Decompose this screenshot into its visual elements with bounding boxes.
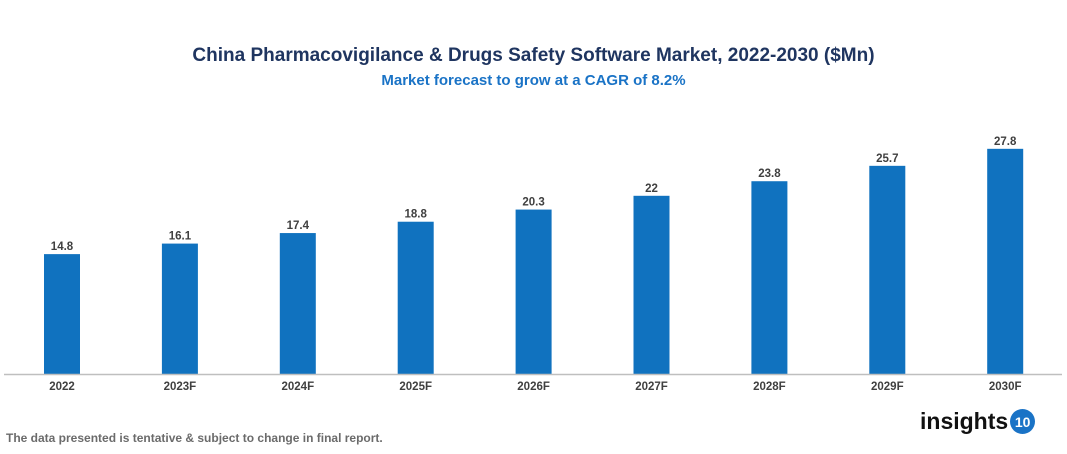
- bar: [279, 233, 316, 374]
- x-tick-label: 2025F: [399, 381, 432, 393]
- data-label: 17.4: [287, 220, 310, 232]
- logo-badge: 10: [1010, 409, 1036, 434]
- x-tick-label: 2026F: [517, 381, 550, 393]
- x-tick-label: 2022: [49, 381, 75, 393]
- bar: [515, 209, 552, 374]
- bar: [397, 221, 434, 374]
- x-tick-label: 2028F: [753, 381, 786, 393]
- data-label: 25.7: [876, 153, 898, 165]
- data-label: 22: [645, 183, 658, 195]
- chart-subtitle: Market forecast to grow at a CAGR of 8.2…: [381, 72, 686, 89]
- data-label: 20.3: [522, 197, 544, 209]
- x-tick-label: 2030F: [989, 381, 1022, 393]
- x-tick-label: 2027F: [635, 381, 668, 393]
- logo-text: insights: [920, 408, 1009, 434]
- bar: [751, 181, 788, 374]
- bar: [161, 243, 198, 374]
- bar-chart: 14.8 2022 16.1 2023F 17.4 2024F 18.8 2025F 20.3 2…: [4, 136, 1062, 393]
- insights10-logo: insights 10: [920, 408, 1036, 435]
- data-label: 14.8: [51, 241, 74, 253]
- data-label: 16.1: [169, 231, 192, 243]
- bar: [44, 254, 80, 374]
- x-tick-label: 2024F: [281, 381, 314, 393]
- chart-title: China Pharmacovigilance & Drugs Safety S…: [192, 45, 875, 66]
- bar: [633, 195, 670, 374]
- x-tick-label: 2029F: [871, 381, 904, 393]
- bar: [987, 148, 1024, 374]
- data-label: 18.8: [405, 209, 428, 221]
- data-label: 27.8: [994, 136, 1017, 148]
- bar: [869, 165, 906, 374]
- footnote: The data presented is tentative & subjec…: [6, 431, 383, 445]
- x-tick-label: 2023F: [164, 381, 197, 393]
- data-label: 23.8: [758, 168, 781, 180]
